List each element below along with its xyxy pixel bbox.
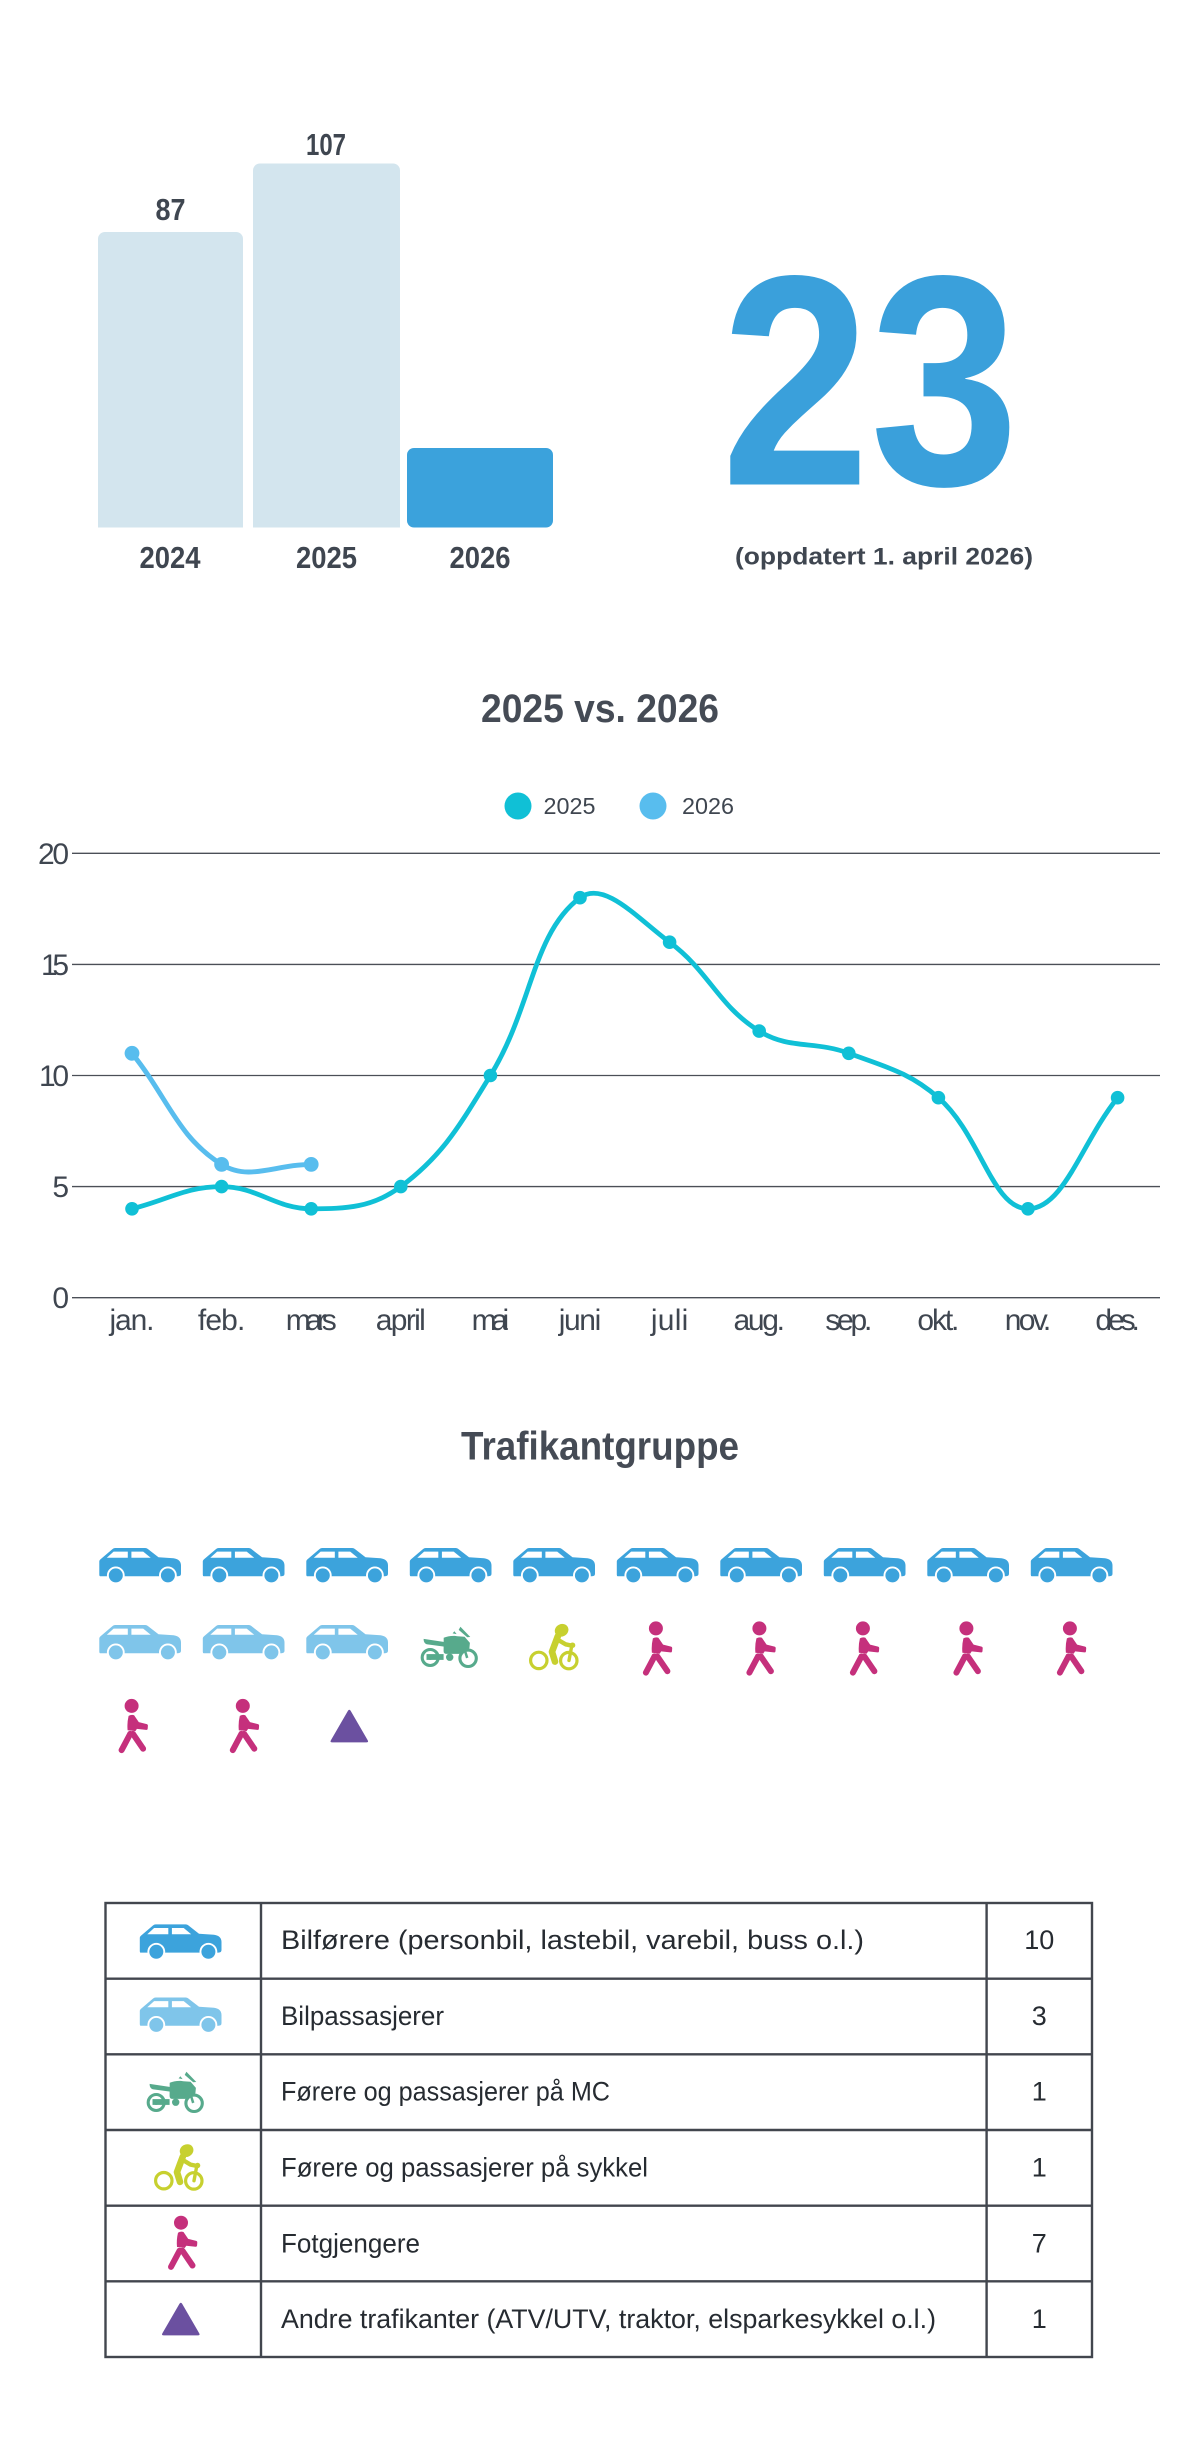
svg-text:20: 20 <box>38 838 69 871</box>
svg-text:(oppdatert 1. april 2026): (oppdatert 1. april 2026) <box>735 544 1033 571</box>
svg-text:87: 87 <box>156 192 186 227</box>
svg-text:Andre trafikanter (ATV/UTV, tr: Andre trafikanter (ATV/UTV, traktor, els… <box>281 2304 936 2334</box>
svg-text:sep.: sep. <box>825 1304 872 1337</box>
svg-text:3: 3 <box>1032 2001 1047 2031</box>
svg-text:2025: 2025 <box>544 793 596 819</box>
svg-text:Førere og passasjerer på MC: Førere og passasjerer på MC <box>281 2077 610 2107</box>
svg-text:Bilførere (personbil, lastebil: Bilførere (personbil, lastebil, varebil,… <box>281 1925 864 1955</box>
svg-text:0: 0 <box>52 1282 69 1315</box>
svg-text:2025: 2025 <box>296 540 357 575</box>
svg-text:Førere og passasjerer på sykke: Førere og passasjerer på sykkel <box>281 2152 648 2182</box>
svg-text:15: 15 <box>41 949 69 982</box>
svg-text:april: april <box>376 1304 426 1337</box>
svg-text:juli: juli <box>650 1304 689 1337</box>
svg-text:nov.: nov. <box>1005 1304 1052 1337</box>
svg-text:feb.: feb. <box>198 1304 246 1337</box>
svg-text:2026: 2026 <box>682 793 734 819</box>
svg-text:23: 23 <box>721 213 1019 549</box>
svg-text:1: 1 <box>1032 2304 1047 2334</box>
svg-text:2026: 2026 <box>450 540 511 575</box>
svg-text:10: 10 <box>39 1060 69 1093</box>
svg-text:okt.: okt. <box>917 1304 959 1337</box>
svg-text:aug.: aug. <box>733 1304 785 1337</box>
svg-text:107: 107 <box>306 127 346 162</box>
svg-text:mars: mars <box>286 1304 337 1337</box>
svg-text:1: 1 <box>1032 2077 1047 2107</box>
svg-text:juni: juni <box>558 1304 602 1337</box>
svg-text:5: 5 <box>52 1171 69 1204</box>
svg-text:1: 1 <box>1032 2152 1047 2182</box>
svg-text:mai: mai <box>472 1304 510 1337</box>
svg-text:Fotgjengere: Fotgjengere <box>281 2228 420 2258</box>
svg-text:Bilpassasjerer: Bilpassasjerer <box>281 2001 444 2031</box>
svg-text:7: 7 <box>1032 2228 1047 2258</box>
svg-text:des.: des. <box>1095 1304 1140 1337</box>
svg-text:10: 10 <box>1024 1925 1054 1955</box>
svg-text:Trafikantgruppe: Trafikantgruppe <box>461 1425 739 1469</box>
svg-text:2024: 2024 <box>140 540 202 575</box>
svg-text:jan.: jan. <box>109 1304 155 1337</box>
svg-text:2025 vs. 2026: 2025 vs. 2026 <box>481 687 719 731</box>
